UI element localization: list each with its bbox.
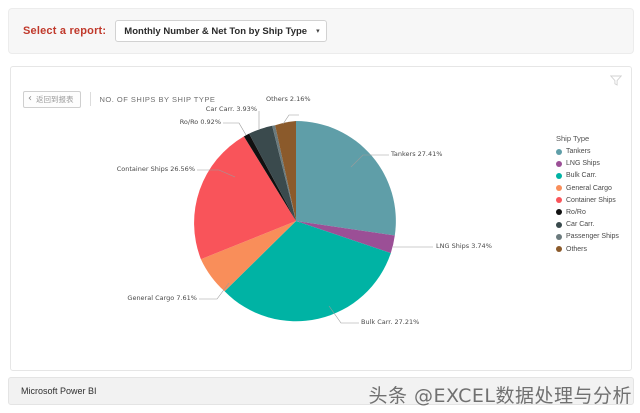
legend-item-label: General Cargo — [566, 184, 612, 192]
legend-title: Ship Type — [556, 134, 590, 143]
label-tankers: Tankers 27.41% — [391, 150, 443, 158]
legend-item[interactable]: Passenger Ships — [556, 233, 619, 240]
header-divider — [89, 92, 91, 106]
legend-item-label: Passenger Ships — [566, 233, 619, 241]
report-canvas: ‹ 返回到报表 NO. OF SHIPS BY SHIP TYPE — [10, 66, 632, 371]
label-lng-ships: LNG Ships 3.74% — [436, 242, 492, 250]
legend-swatch-icon — [556, 209, 562, 216]
legend-swatch-icon — [556, 233, 562, 240]
pie-slice-car-carr[interactable] — [249, 125, 296, 221]
pie-slice-roro[interactable] — [243, 133, 296, 221]
label-container-ships: Container Ships 26.56% — [116, 165, 195, 173]
legend-swatch-icon — [556, 160, 562, 167]
legend-item[interactable]: Bulk Carr. — [556, 172, 619, 179]
report-selector-bar: Select a report: Monthly Number & Net To… — [8, 8, 634, 54]
back-to-report-button[interactable]: ‹ 返回到报表 — [23, 90, 81, 108]
label-general-cargo: General Cargo 7.61% — [127, 294, 197, 302]
legend-item[interactable]: Others — [556, 246, 619, 253]
legend-swatch-icon — [556, 246, 562, 252]
legend-item-label: Bulk Carr. — [566, 172, 597, 180]
label-others: Others 2.16% — [266, 95, 311, 103]
chevron-down-icon: ▾ — [316, 27, 320, 35]
legend-swatch-icon — [556, 221, 562, 228]
legend-item-label: LNG Ships — [566, 160, 600, 168]
legend-swatch-icon — [556, 172, 562, 179]
pie-slice-container-ships[interactable] — [194, 136, 296, 260]
visual-header: ‹ 返回到报表 NO. OF SHIPS BY SHIP TYPE — [23, 89, 215, 109]
pie-slice-others[interactable] — [275, 121, 296, 221]
legend-swatch-icon — [556, 185, 562, 192]
legend-swatch-icon — [556, 148, 562, 155]
report-select-value: Monthly Number & Net Ton by Ship Type — [124, 25, 308, 37]
back-to-report-label: 返回到报表 — [36, 94, 74, 104]
label-car-carr: Car Carr. 3.93% — [205, 105, 257, 113]
legend-item[interactable]: Container Ships — [556, 197, 619, 204]
legend-swatch-icon — [556, 197, 562, 204]
chart-legend: Ship Type Tankers LNG Ships Bulk Carr. Gene… — [556, 134, 619, 258]
pie-slice-general-cargo[interactable] — [200, 221, 296, 292]
footer-bar: Microsoft Power BI — [8, 377, 634, 405]
legend-item-label: Car Carr. — [566, 221, 595, 229]
legend-item-label: Others — [566, 245, 588, 253]
filter-icon[interactable] — [609, 73, 623, 86]
label-roro: Ro/Ro 0.92% — [179, 118, 221, 126]
legend-item-label: Container Ships — [566, 196, 616, 204]
label-bulk-carr: Bulk Carr. 27.21% — [361, 318, 420, 326]
legend-item[interactable]: General Cargo — [556, 185, 619, 192]
chevron-left-icon: ‹ — [28, 93, 32, 104]
pie-slice-passenger-ships[interactable] — [272, 125, 296, 221]
leader-lines — [197, 111, 433, 324]
legend-item-label: Ro/Ro — [566, 208, 586, 216]
pie-slice-lng-ships[interactable] — [296, 221, 395, 254]
legend-item[interactable]: Car Carr. — [556, 221, 619, 228]
legend-item[interactable]: Tankers — [556, 148, 619, 155]
select-report-label: Select a report: — [23, 25, 107, 37]
pie-slice-bulk-carr[interactable] — [224, 221, 391, 322]
report-select-dropdown[interactable]: Monthly Number & Net Ton by Ship Type ▾ — [115, 20, 327, 42]
legend-item-label: Tankers — [566, 148, 591, 155]
visual-title: NO. OF SHIPS BY SHIP TYPE — [99, 94, 216, 104]
pie-chart[interactable] — [11, 107, 631, 369]
legend-item[interactable]: LNG Ships — [556, 160, 619, 167]
powerbi-brand: Microsoft Power BI — [21, 386, 97, 396]
canvas-toolbar — [11, 67, 631, 89]
pie-chart-area: Tankers 27.41% LNG Ships 3.74% Bulk Carr… — [11, 95, 631, 369]
watermark: 头条 @EXCEL数据处理与分析 — [368, 385, 632, 407]
pie-slice-tankers[interactable] — [296, 121, 396, 236]
legend-item[interactable]: Ro/Ro — [556, 209, 619, 216]
